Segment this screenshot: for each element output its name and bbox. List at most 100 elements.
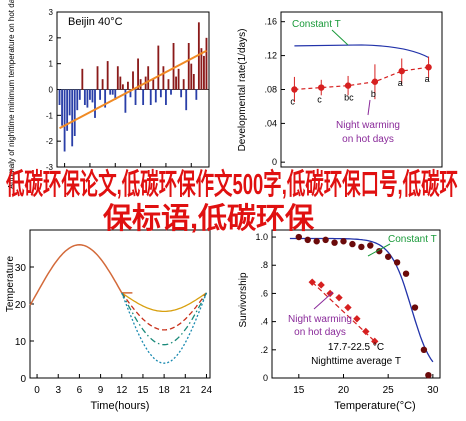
panel-4-ytick-label: .2	[260, 345, 268, 355]
panel-3-day-curve	[29, 244, 133, 306]
panel-2-ylabel: Developmental rate(1/days)	[237, 29, 248, 152]
panel-1-ylabel: Anomaly of nighttime minimum temperature…	[7, 0, 16, 189]
panel-1-ytick-label: -3	[46, 163, 54, 172]
panel-2-ytick-label: .16	[264, 17, 277, 27]
panel-3-ytick-label: 20	[15, 300, 27, 311]
panel-4-constant-point	[295, 233, 303, 241]
panel-2-point-label: bc	[344, 93, 354, 103]
panel-1-bar	[180, 89, 183, 98]
panel-4-constant-point	[358, 243, 365, 251]
panel-4-constant-arrow	[367, 243, 391, 257]
panel-1-bar	[167, 79, 170, 90]
panel-4-constant-point	[340, 238, 347, 245]
panel-1-bar	[71, 89, 74, 147]
panel-1-ytick-label: 1	[49, 60, 54, 69]
panel-2-night-label-line1: Night warming	[336, 120, 400, 131]
panel-4-night-point	[344, 303, 352, 312]
panel-3-night-curve	[121, 292, 208, 364]
panel-1-bar	[101, 79, 104, 90]
panel-4-constant-point	[313, 238, 320, 245]
panel-3-frame	[29, 229, 211, 379]
panel-1-bar	[91, 89, 94, 103]
panel-2-point	[291, 86, 298, 93]
panel-1-bar	[172, 43, 175, 90]
panel-3-xtick-label: 24	[201, 385, 213, 396]
panel-1-bar	[109, 89, 112, 95]
panel-4-xtick-label: 25	[383, 385, 395, 396]
panel-2-point	[318, 84, 325, 91]
panel-2-point-label: c	[317, 95, 322, 105]
panel-3-xtick-label: 3	[55, 385, 61, 396]
overlay-line-2: 保标语,低碳环保	[102, 202, 315, 235]
overlay-line-1: 低碳环保论文,低碳环保作文500字,低碳环保口号,低碳环	[5, 167, 458, 201]
panel-2-point-label: a	[398, 78, 403, 88]
panel-2-constant-label: Constant T	[292, 19, 341, 30]
panel-4-constant-label: Constant T	[388, 234, 437, 245]
panel-2-night-label: Night warming on hot days	[336, 120, 400, 145]
panel-1-bar	[154, 89, 157, 103]
panel-3-night-curve	[121, 292, 208, 331]
panel-2-ytick-label: .08	[264, 85, 277, 95]
panel-1-bar	[157, 45, 160, 90]
panel-4-night-point	[335, 293, 343, 302]
panel-1-bar	[129, 89, 132, 98]
panel-1-bar	[124, 89, 127, 113]
panel-4-night-point	[317, 281, 325, 289]
panel-3-xtick-label: 0	[34, 385, 40, 396]
panel-4-constant-point	[331, 239, 338, 246]
panel-4-ylabel: Survivorship	[238, 272, 249, 327]
panel-1-bar	[152, 79, 155, 90]
panel-1-bar	[106, 61, 109, 90]
panel-4-ytick-label: .8	[260, 260, 268, 270]
panel-1-bar	[86, 89, 89, 108]
panel-2-point	[371, 78, 379, 85]
panel-3-ytick-label: 0	[20, 374, 26, 385]
panel-3-xticks: 0 3 6 9 12 15 18 21 24	[34, 374, 212, 396]
panel-4-constant-point	[367, 242, 374, 249]
panel-4-xtick-label: 20	[338, 385, 350, 396]
panel-1-bar	[195, 89, 198, 100]
panel-4-night-point	[362, 327, 370, 336]
panel-1-ytick-label: 3	[49, 8, 54, 17]
panel-4-ytick-label: .4	[260, 317, 268, 327]
panel-4-constant-point	[349, 240, 356, 248]
panel-1-bars	[58, 22, 208, 152]
panel-1-bar	[134, 89, 137, 105]
panel-2-series: c c bc b a a	[290, 44, 432, 107]
panel-1-bar	[66, 89, 69, 131]
panel-4-constant-point	[322, 236, 329, 244]
panel-4-constant-point	[402, 270, 410, 277]
panel-2-constant-arrow	[331, 29, 349, 46]
panel-1-bar	[96, 66, 99, 90]
panel-1-bar	[121, 84, 124, 90]
panel-4-constant-point	[411, 304, 419, 311]
panel-1-bar	[61, 89, 63, 126]
panel-3-xlabel: Time(hours)	[91, 400, 150, 412]
panel-1-bar	[187, 43, 190, 90]
panel-4-yticks: 0 .2 .4 .6 .8 1.0	[255, 232, 276, 383]
panel-4-ytick-label: .6	[260, 288, 268, 298]
panel-4-night-arrow	[313, 291, 334, 310]
panel-4-ytick-label: 0	[263, 373, 268, 383]
panel-1-bar	[165, 89, 167, 105]
panel-3: Temperature Time(hours) 0 10 20 30 0 3 6 9 12 15…	[5, 229, 212, 412]
panel-1-ytick-label: -1	[46, 111, 54, 120]
panel-4-series	[289, 233, 434, 379]
panel-3-ytick-label: 30	[15, 263, 27, 274]
panel-2-ytick-label: .04	[264, 118, 277, 128]
panel-1-bar	[197, 22, 200, 90]
panel-4-night-label-line1: Night warming	[288, 314, 352, 325]
overlay-text: 低碳环保论文,低碳环保作文500字,低碳环保口号,低碳环 保标语,低碳环保	[5, 167, 458, 235]
panel-1-bar	[119, 76, 122, 90]
panel-1-bar	[203, 55, 205, 90]
panel-1-bar	[162, 66, 165, 90]
panel-1-bar	[177, 68, 180, 90]
panel-1-bar	[116, 66, 119, 90]
panel-1-bar	[175, 76, 177, 90]
panel-3-yticks: 0 10 20 30	[15, 263, 34, 385]
panel-2-point	[398, 67, 405, 75]
panel-4-nighttime-label: Nighttime average T	[311, 356, 401, 367]
panel-1-bar	[205, 37, 208, 90]
panel-1-trend-line	[59, 49, 207, 130]
